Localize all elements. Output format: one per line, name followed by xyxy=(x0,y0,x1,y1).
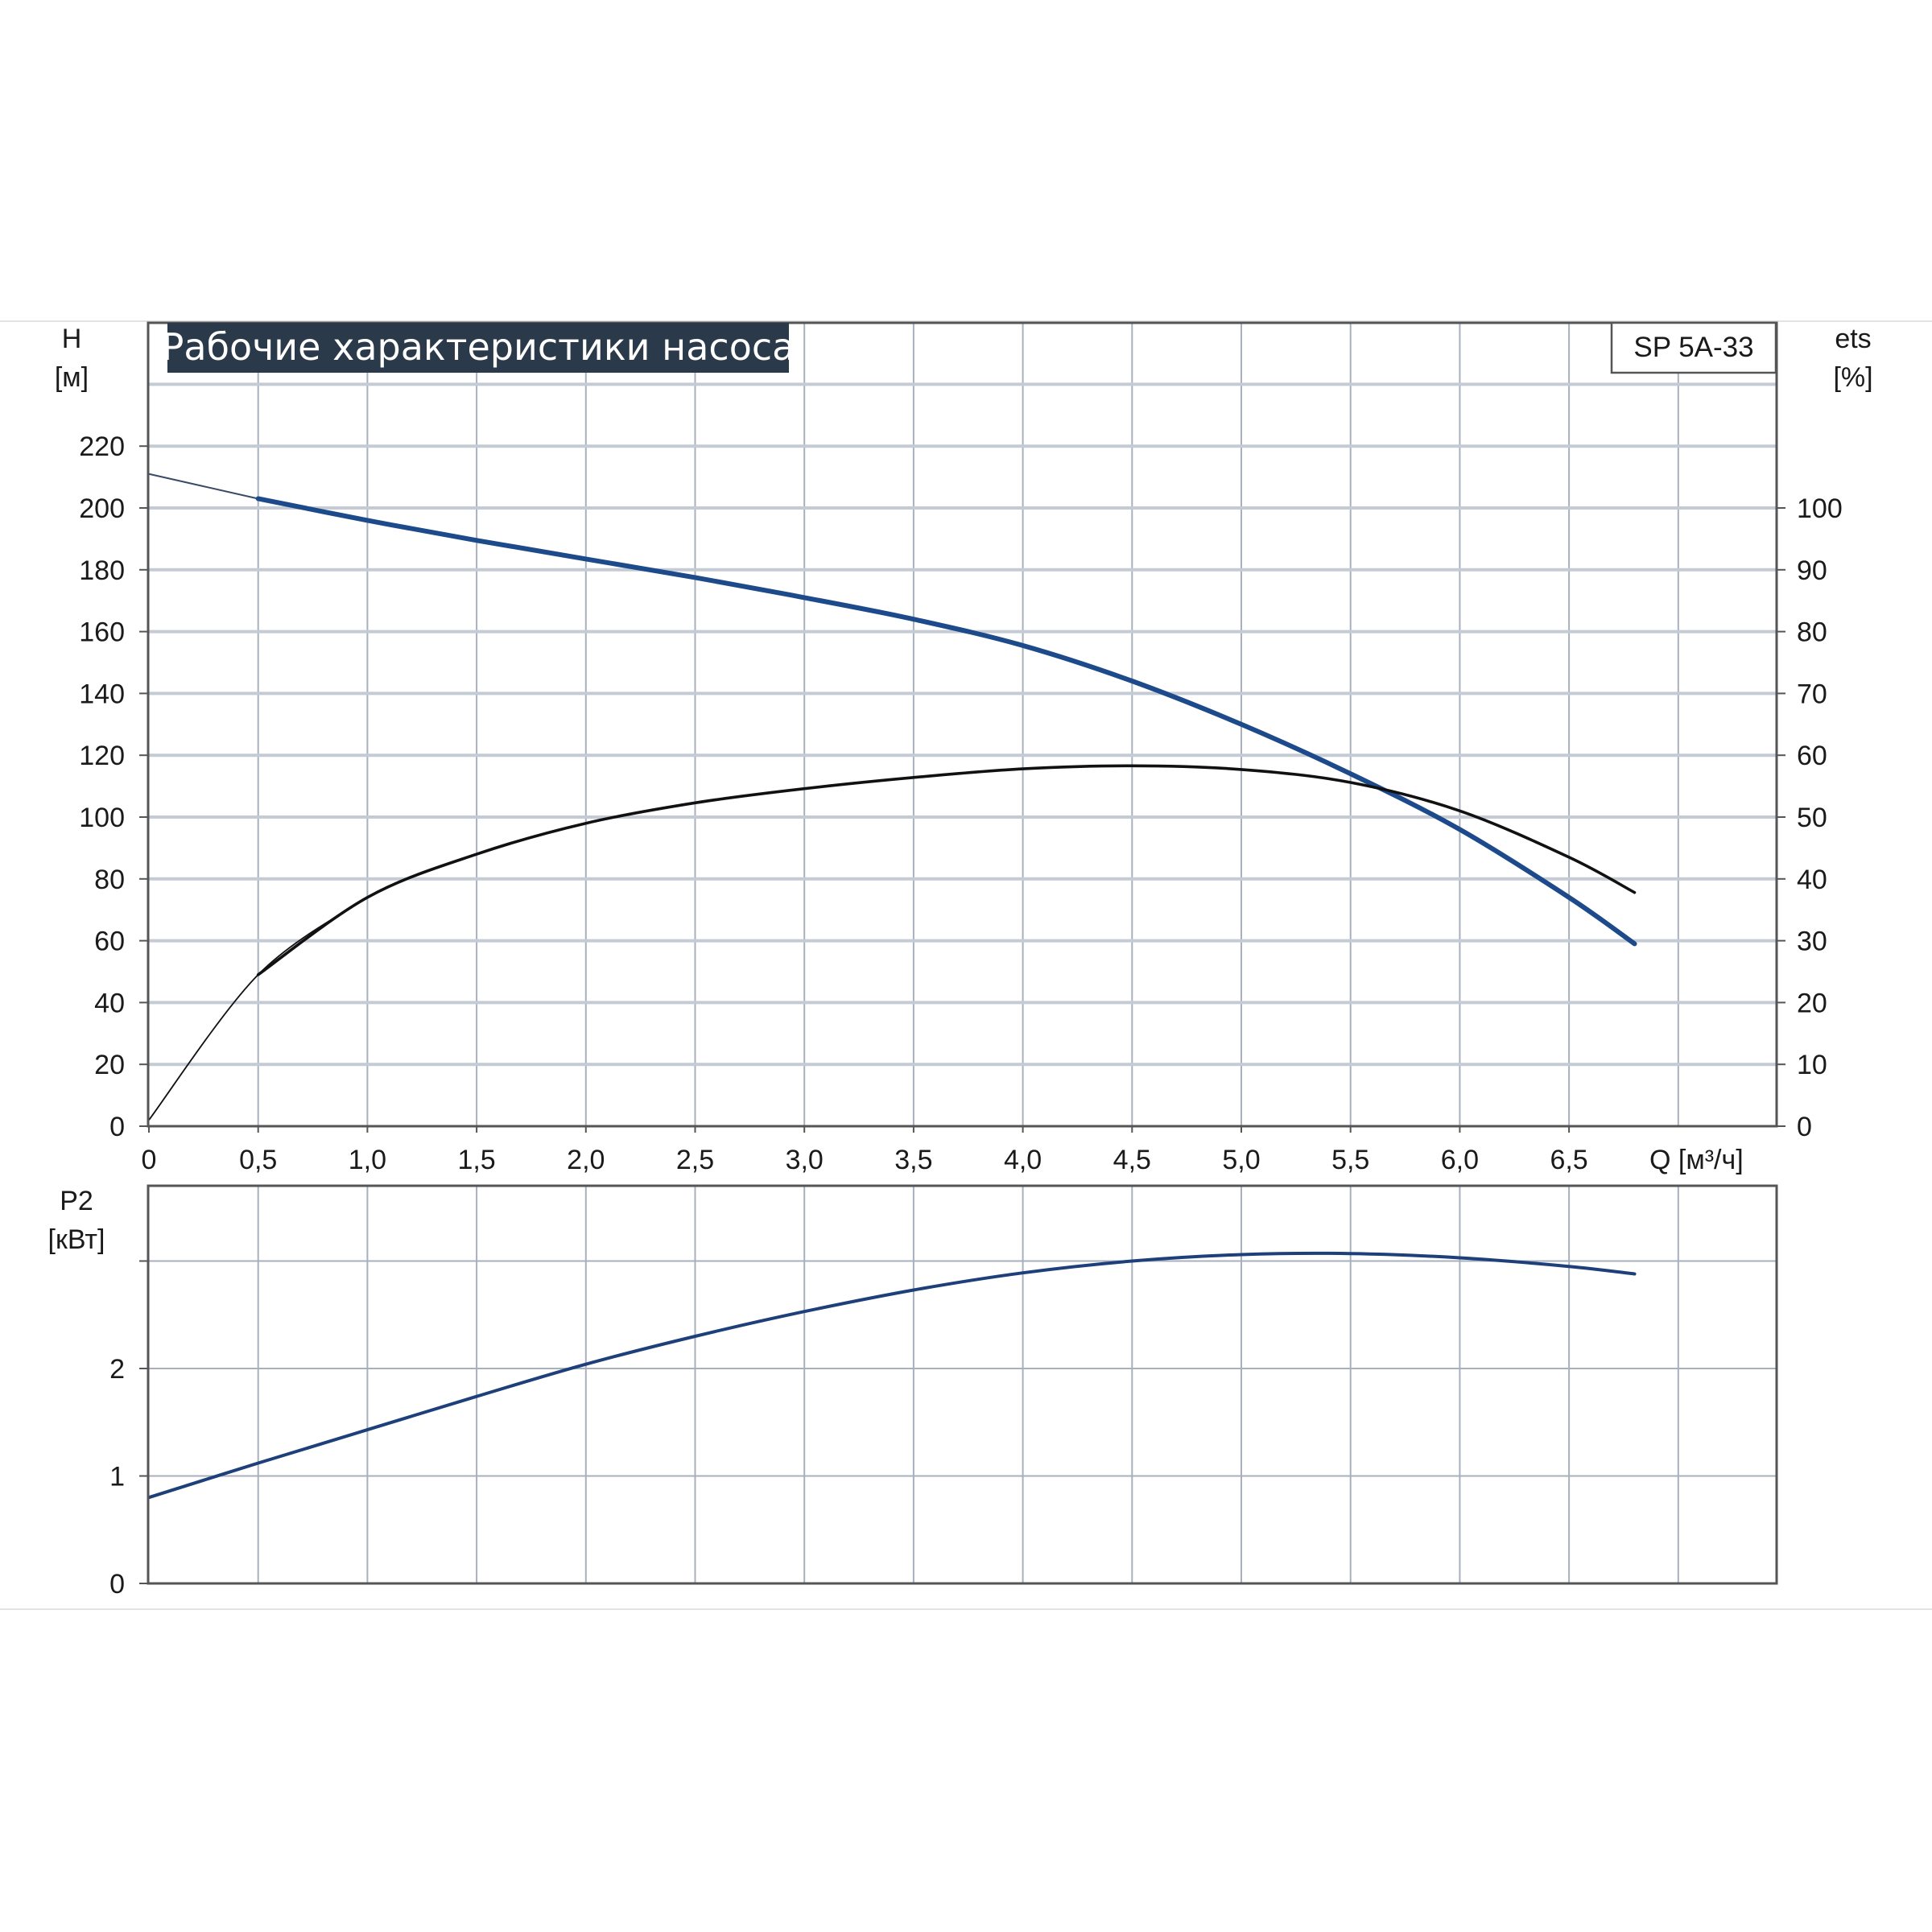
y-tick-label-right: 40 xyxy=(1797,865,1827,895)
x-tick-label: 6,0 xyxy=(1441,1145,1479,1175)
head-curve-extrapolated xyxy=(148,473,258,500)
y-tick-label-right: 10 xyxy=(1797,1050,1827,1080)
model-label: SP 5A-33 xyxy=(1633,332,1753,363)
y-tick-label-right: 80 xyxy=(1797,617,1827,648)
x-tick-label: 2,0 xyxy=(567,1145,605,1175)
x-tick-label: 3,5 xyxy=(894,1145,932,1175)
y-tick-label-left: 60 xyxy=(94,927,125,957)
power-tick-label: 1 xyxy=(109,1462,125,1492)
power-tick-label: 2 xyxy=(109,1354,125,1385)
head-curve xyxy=(255,496,1637,947)
x-tick-label: 6,5 xyxy=(1550,1145,1587,1175)
power-curve xyxy=(147,1251,1637,1500)
y-tick-label-right: 20 xyxy=(1797,988,1827,1018)
x-tick-label: 5,5 xyxy=(1331,1145,1369,1175)
x-tick-label: 4,0 xyxy=(1004,1145,1042,1175)
y-tick-label-left: 200 xyxy=(79,493,125,524)
x-tick-label: 4,5 xyxy=(1113,1145,1151,1175)
y-axis-label-right: ets xyxy=(1835,324,1871,354)
y-tick-label-right: 70 xyxy=(1797,679,1827,709)
y-tick-label-left: 120 xyxy=(79,741,125,771)
y-tick-label-left: 180 xyxy=(79,555,125,586)
y-tick-label-left: 100 xyxy=(79,803,125,833)
power-axis-unit: [кВт] xyxy=(48,1224,105,1255)
head-plot-curves xyxy=(148,473,1637,1121)
x-tick-label: 1,5 xyxy=(457,1145,495,1175)
y-tick-label-left: 140 xyxy=(79,679,125,709)
x-tick-label: 0,5 xyxy=(239,1145,277,1175)
x-tick-label: 0 xyxy=(142,1145,157,1175)
chart-title: Рабочие характеристики насоса xyxy=(162,325,795,369)
x-tick-label: 1,0 xyxy=(349,1145,386,1175)
y-tick-label-right: 50 xyxy=(1797,803,1827,833)
x-axis-label: Q [м³/ч] xyxy=(1649,1145,1744,1175)
head-plot-grid xyxy=(149,323,1776,1126)
x-tick-label: 5,0 xyxy=(1222,1145,1260,1175)
x-tick-label: 3,0 xyxy=(786,1145,824,1175)
y-tick-label-left: 80 xyxy=(94,865,125,895)
head-plot-frame xyxy=(147,321,1778,1128)
efficiency-curve xyxy=(256,764,1637,976)
y-tick-label-right: 0 xyxy=(1797,1112,1812,1142)
model-badge xyxy=(1610,321,1777,374)
y-tick-label-right: 100 xyxy=(1797,493,1843,524)
y-tick-label-left: 220 xyxy=(79,431,125,462)
power-plot-curves xyxy=(147,1251,1637,1500)
y-axis-unit-left: [м] xyxy=(55,362,89,393)
y-tick-label-right: 30 xyxy=(1797,927,1827,957)
x-tick-label: 2,5 xyxy=(676,1145,714,1175)
y-tick-label-left: 0 xyxy=(109,1112,125,1142)
power-axis-label: P2 xyxy=(60,1186,93,1216)
power-tick-label: 0 xyxy=(109,1569,125,1600)
power-plot-grid xyxy=(149,1186,1776,1583)
y-axis-label-left: H xyxy=(62,324,82,354)
head-plot-ticks: 0 0,5 1,0 1,5 2,0 2,5 3,0 3,5 4,0 4,5 5,0 5,5 6,0 6,5… xyxy=(79,431,1842,1175)
y-tick-label-left: 160 xyxy=(79,617,125,648)
y-tick-label-left: 40 xyxy=(94,988,125,1018)
y-tick-label-right: 60 xyxy=(1797,741,1827,771)
title-banner xyxy=(167,323,789,373)
power-plot-frame xyxy=(147,1184,1778,1585)
power-plot-ticks: 0 1 2 xyxy=(109,1260,149,1600)
y-tick-label-left: 20 xyxy=(94,1050,125,1080)
y-axis-unit-right: [%] xyxy=(1833,362,1872,393)
y-tick-label-right: 90 xyxy=(1797,555,1827,586)
